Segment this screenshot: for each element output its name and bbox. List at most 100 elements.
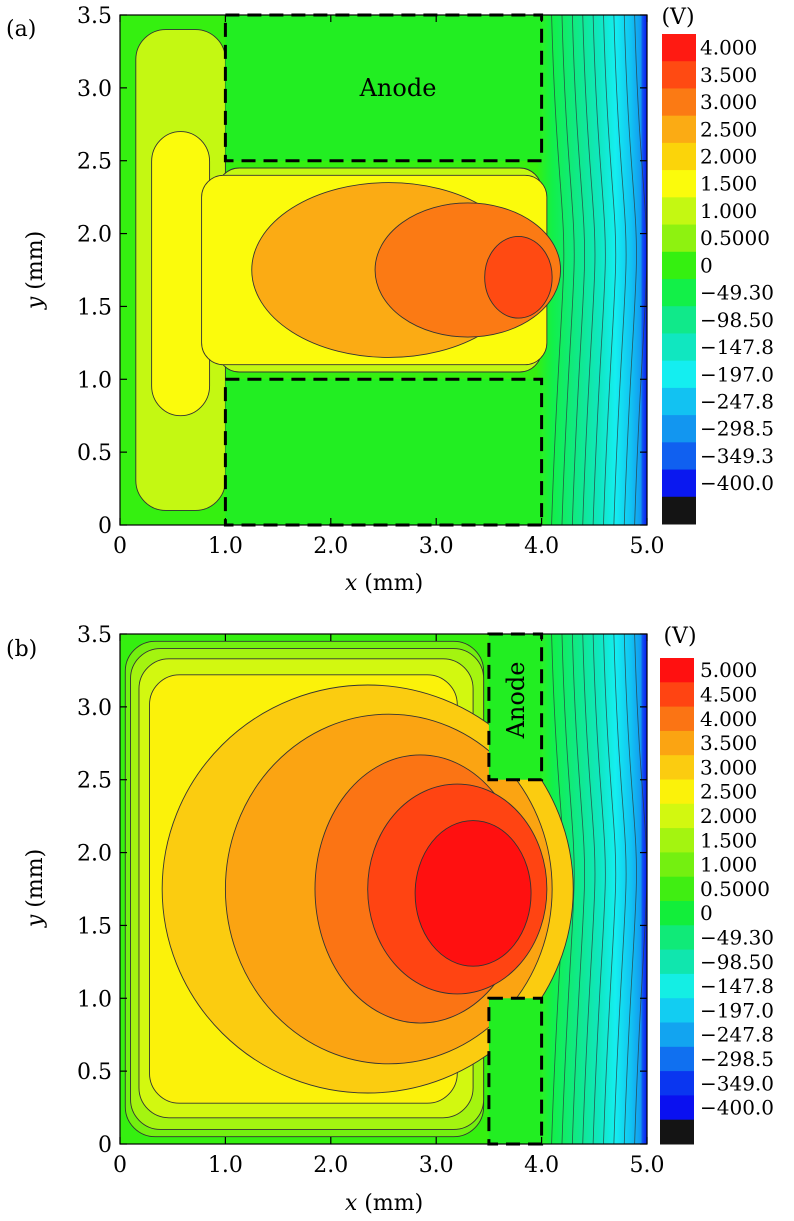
- colorbar-label: 1.000: [700, 199, 757, 223]
- colorbar-label: 0: [700, 901, 713, 925]
- colorbar-swatch: [660, 925, 694, 951]
- colorbar-swatch: [662, 115, 696, 144]
- colorbar-swatch: [660, 901, 694, 926]
- x-tick-label: 1.0: [208, 1153, 243, 1178]
- panel-b-axes: 0 1.0 2.0 3.0 4.0 5.0 0 0.5 1.0 1.5 2.0 2.5 3.0 3.5: [77, 623, 665, 1178]
- colorbar-swatch: [660, 1119, 694, 1145]
- colorbar-swatch: [660, 779, 694, 805]
- colorbar-label: −247.8: [700, 390, 774, 414]
- colorbar-label: −400.0: [700, 1096, 774, 1120]
- y-tick-label: 0: [98, 514, 112, 539]
- x-tick-label: 0: [113, 534, 127, 559]
- colorbar-label: 3.000: [700, 90, 757, 114]
- x-tick-label: 4.0: [524, 534, 559, 559]
- anode-region: [487, 996, 544, 1146]
- x-tick-label: 1.0: [208, 534, 243, 559]
- panel-a: (a) y (mm) x (mm) Anode 0 1.0 2.0 3.0 4.0 5.0…: [6, 4, 774, 596]
- colorbar-label: −147.8: [700, 974, 774, 998]
- panel-a-anodes: [223, 13, 544, 527]
- plot-frame: [119, 633, 648, 1145]
- y-tick-label: 2.5: [77, 769, 112, 794]
- panel-b-label: (b): [6, 637, 37, 662]
- panel-a-colorbar: 4.000 3.500 3.000 2.500 2.000 1.500 1.000 0.500…: [662, 34, 774, 525]
- colorbar-swatch: [660, 949, 694, 975]
- panel-a-y-axis-label: y (mm): [23, 231, 48, 310]
- y-tick-label: 2.0: [77, 223, 112, 248]
- contour-line: [603, 633, 617, 1145]
- colorbar-swatch: [662, 88, 696, 117]
- colorbar-swatch: [660, 1046, 694, 1072]
- colorbar-swatch: [660, 876, 694, 902]
- anode-region: [223, 13, 544, 163]
- colorbar-label: 2.500: [700, 117, 757, 141]
- y-tick-label: 3.0: [77, 77, 112, 102]
- colorbar-label: 4.000: [700, 36, 757, 60]
- contour-line: [561, 14, 575, 526]
- contour-line: [613, 633, 627, 1145]
- colorbar-swatch: [662, 224, 696, 253]
- y-tick-label: 0.5: [77, 1060, 112, 1085]
- anode-region: [223, 377, 544, 527]
- x-tick-label: 2.0: [313, 1153, 348, 1178]
- colorbar-label: −298.5: [700, 417, 774, 441]
- colorbar-swatch: [660, 828, 694, 853]
- x-tick-label: 5.0: [630, 534, 665, 559]
- colorbar-label: 0: [700, 253, 713, 277]
- panel-b-colorbar: 5.0004.5004.0003.5003.0002.5002.0001.500…: [660, 658, 774, 1145]
- colorbar-label: −247.8: [700, 1023, 774, 1047]
- colorbar-swatch: [660, 1095, 694, 1121]
- colorbar-label: −349.0: [700, 1071, 774, 1095]
- colorbar-swatch: [660, 1071, 694, 1096]
- x-tick-label: 2.0: [313, 534, 348, 559]
- panel-b-contours: [124, 633, 648, 1145]
- colorbar-label: 2.000: [700, 145, 757, 169]
- panel-a-label: (a): [6, 17, 36, 42]
- x-tick-label: 0: [113, 1153, 127, 1178]
- panel-a-colorbar-unit: (V): [661, 5, 694, 30]
- contour-line: [582, 633, 596, 1145]
- y-tick-label: 3.5: [77, 4, 112, 29]
- colorbar-swatch: [662, 469, 696, 498]
- colorbar-label: 1.500: [700, 828, 757, 852]
- panel-b-anode-label: Anode: [502, 662, 530, 740]
- contour-line: [571, 633, 585, 1145]
- colorbar-label: 3.000: [700, 755, 757, 779]
- colorbar-label: −98.50: [700, 308, 774, 332]
- y-tick-label: 1.0: [77, 987, 112, 1012]
- colorbar-swatch: [662, 34, 696, 62]
- contour-line: [551, 14, 565, 526]
- potential-region: [414, 820, 532, 967]
- y-tick-label: 1.5: [77, 914, 112, 939]
- panel-b-y-axis-label: y (mm): [23, 849, 48, 928]
- y-tick-label: 1.0: [77, 368, 112, 393]
- contour-line: [561, 633, 575, 1145]
- colorbar-swatch: [660, 973, 694, 999]
- panel-b: (b) y (mm) x (mm) Anode 0 1.0 2.0 3.0 4.0 5.0…: [6, 623, 774, 1216]
- x-tick-label: 3.0: [419, 1153, 454, 1178]
- panel-b-x-axis-label: x (mm): [345, 1191, 423, 1216]
- colorbar-label: 5.000: [700, 658, 757, 682]
- colorbar-swatch: [660, 852, 694, 878]
- contour-line: [623, 633, 637, 1145]
- colorbar-label: 4.500: [700, 682, 757, 706]
- potential-region: [484, 236, 553, 319]
- colorbar-swatch: [662, 142, 696, 171]
- colorbar-label: 0.5000: [700, 877, 770, 901]
- colorbar-swatch: [662, 387, 696, 416]
- colorbar-label: 1.500: [700, 172, 757, 196]
- y-tick-label: 2.5: [77, 150, 112, 175]
- y-tick-label: 1.5: [77, 295, 112, 320]
- colorbar-label: 3.500: [700, 63, 757, 87]
- panel-a-contours: [135, 14, 648, 526]
- contour-line: [592, 633, 606, 1145]
- colorbar-label: 1.000: [700, 853, 757, 877]
- colorbar-swatch: [662, 170, 696, 198]
- colorbar-label: −197.0: [700, 362, 774, 386]
- plot-frame: [119, 14, 648, 526]
- colorbar-swatch: [660, 682, 694, 708]
- colorbar-label: −98.50: [700, 950, 774, 974]
- colorbar-label: 2.500: [700, 780, 757, 804]
- colorbar-label: 2.000: [700, 804, 757, 828]
- colorbar-label: −49.30: [700, 281, 774, 305]
